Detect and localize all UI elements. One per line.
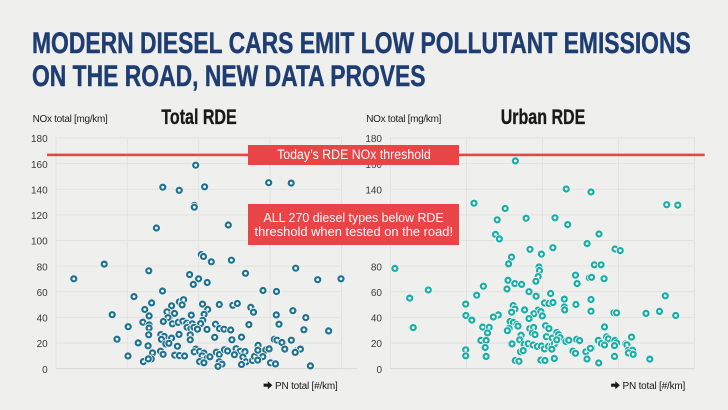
svg-text:120: 120 [31,211,48,222]
svg-text:40: 40 [37,314,49,325]
svg-text:140: 140 [365,185,382,196]
svg-text:140: 140 [31,185,48,196]
svg-text:80: 80 [371,262,383,273]
svg-text:60: 60 [37,288,49,299]
svg-text:40: 40 [371,314,383,325]
svg-text:100: 100 [31,237,48,248]
svg-text:60: 60 [371,288,383,299]
svg-text:20: 20 [371,339,383,350]
svg-text:0: 0 [376,365,382,376]
svg-text:80: 80 [37,262,49,273]
svg-text:160: 160 [31,160,48,171]
svg-text:180: 180 [31,134,48,145]
svg-text:20: 20 [37,339,49,350]
svg-text:160: 160 [365,160,382,171]
svg-text:0: 0 [42,365,48,376]
svg-text:180: 180 [365,134,382,145]
